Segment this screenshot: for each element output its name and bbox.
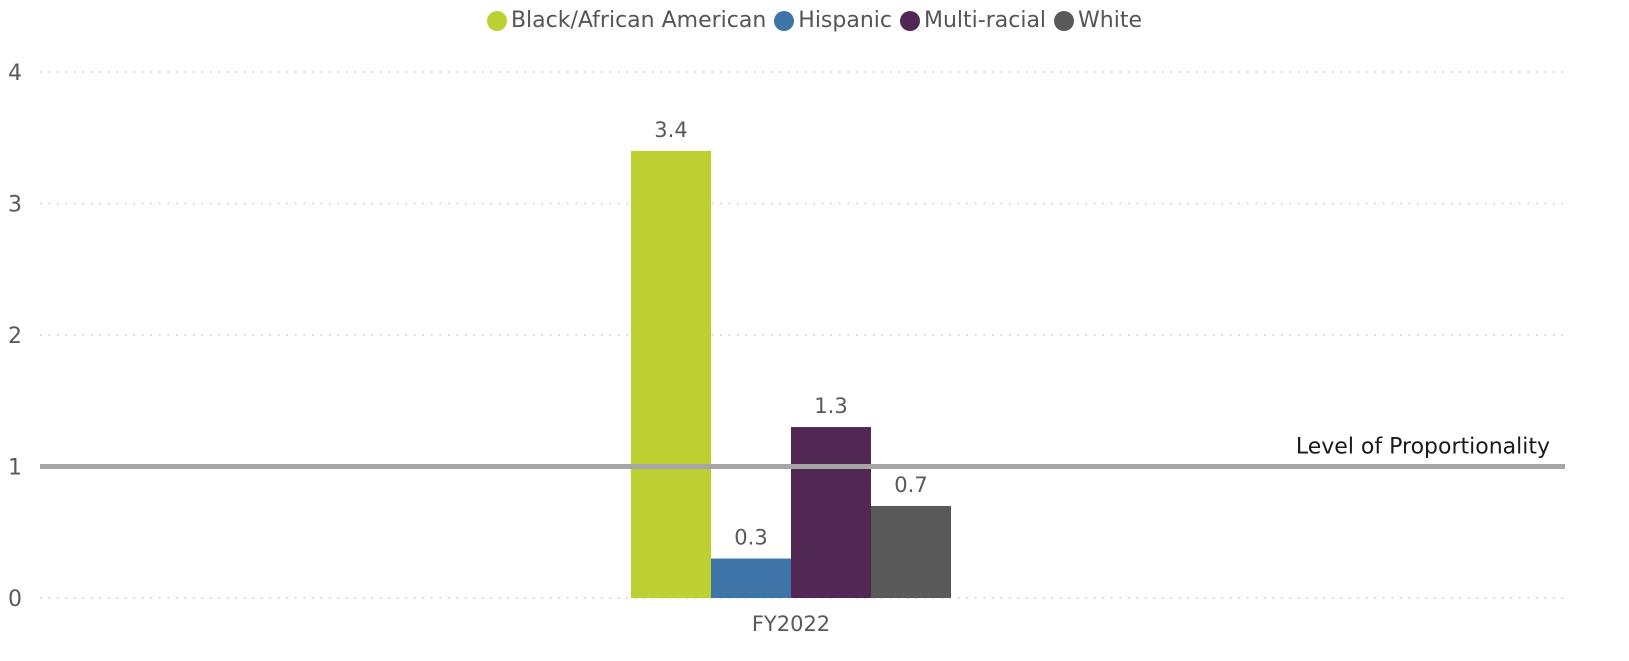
legend-label: Multi-racial — [924, 8, 1047, 33]
legend: Black/African American Hispanic Multi-raci… — [0, 8, 1629, 33]
y-tick-label: 4 — [8, 61, 22, 86]
proportionality-line-label: Level of Proportionality — [1296, 435, 1550, 460]
legend-item: Black/African American — [486, 8, 767, 33]
legend-swatch — [900, 10, 920, 31]
legend-label: White — [1078, 8, 1143, 33]
bar-black-african-american — [631, 150, 711, 598]
legend-swatch — [486, 10, 507, 31]
bar-white — [871, 505, 951, 598]
legend-item: Multi-racial — [900, 8, 1046, 33]
legend-label: Hispanic — [798, 8, 892, 33]
bar-multi-racial — [791, 427, 871, 598]
data-label: 0.3 — [734, 526, 767, 550]
bar-hispanic — [711, 558, 791, 598]
y-tick-label: 2 — [8, 324, 22, 349]
y-tick-label: 0 — [8, 587, 22, 612]
legend-swatch — [1054, 10, 1075, 31]
y-tick-label: 1 — [8, 456, 22, 481]
data-label: 3.4 — [654, 118, 687, 142]
data-label: 0.7 — [894, 473, 927, 497]
legend-item: Hispanic — [774, 8, 892, 33]
data-label: 1.3 — [814, 394, 847, 418]
x-tick-label: FY2022 — [752, 612, 830, 636]
legend-item: White — [1054, 8, 1142, 33]
legend-swatch — [774, 10, 795, 31]
legend-label: Black/African American — [510, 8, 767, 33]
y-tick-label: 3 — [8, 193, 22, 218]
